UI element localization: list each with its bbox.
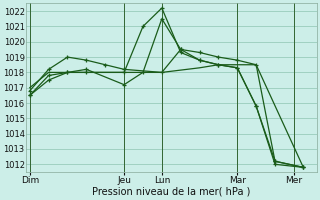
X-axis label: Pression niveau de la mer( hPa ): Pression niveau de la mer( hPa ): [92, 187, 251, 197]
